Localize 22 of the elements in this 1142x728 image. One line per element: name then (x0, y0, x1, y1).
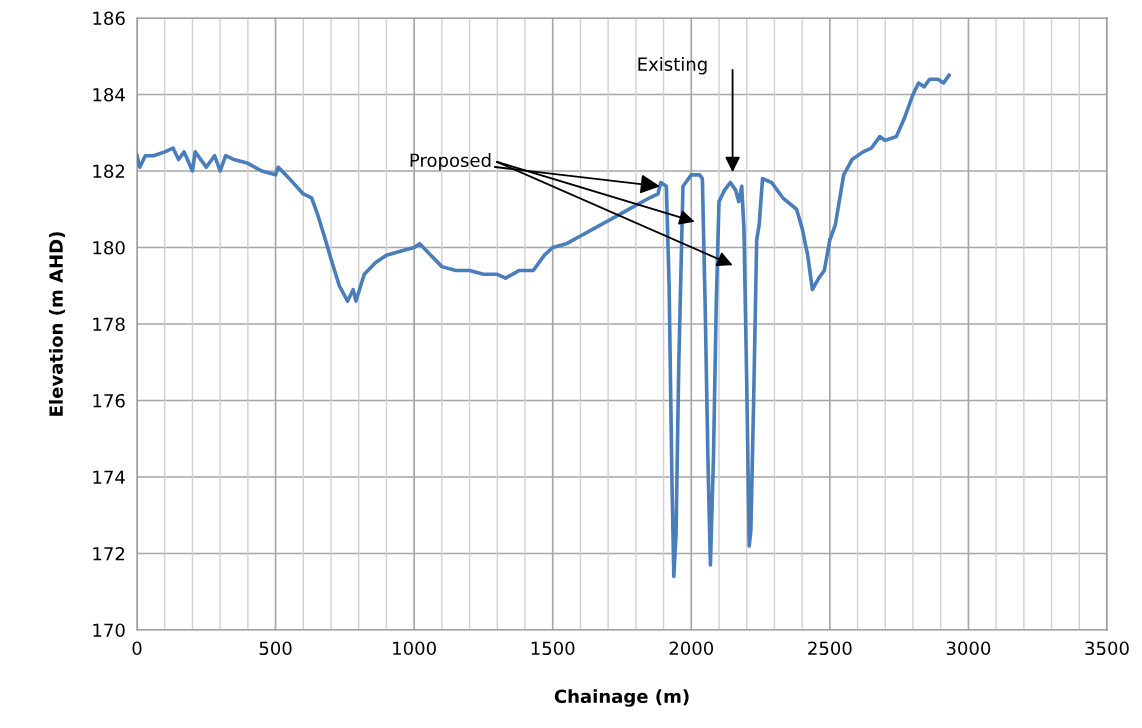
y-axis-title: Elevation (m AHD) (48, 232, 66, 416)
x-tick-label: 1000 (393, 641, 436, 656)
x-tick-label: 1500 (531, 641, 575, 656)
y-tick-label: 184 (93, 87, 125, 102)
line-series (137, 73, 951, 579)
y-tick-label: 172 (93, 546, 125, 561)
y-tick-label: 174 (93, 470, 125, 484)
x-tick-label: 3500 (1085, 641, 1129, 656)
x-tick-label: 3000 (946, 641, 991, 656)
y-tick-label: 180 (93, 240, 125, 255)
y-tick-label: 176 (93, 393, 125, 408)
x-tick-label: 0 (132, 641, 142, 656)
x-axis-title: Chainage (m) (554, 689, 689, 707)
x-tick-label: 500 (259, 641, 292, 656)
y-tick-label: 170 (93, 623, 125, 638)
annotation: Proposed (410, 153, 491, 171)
x-tick-label: 2000 (669, 641, 714, 656)
y-tick-label: 182 (93, 164, 125, 179)
y-tick-label: 186 (93, 11, 125, 26)
x-tick-label: 2500 (808, 641, 852, 656)
annotation: Existing (638, 57, 707, 75)
y-tick-label: 178 (93, 317, 125, 332)
